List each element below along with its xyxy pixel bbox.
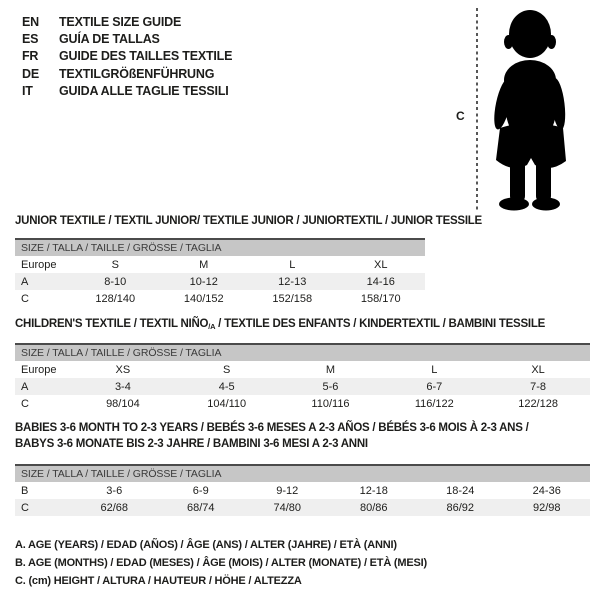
size-cell: 140/152 [183, 292, 224, 305]
size-cell: L [431, 363, 438, 376]
size-cell: 86/92 [446, 501, 475, 514]
children-table-title: CHILDREN'S TEXTILE / TEXTIL NIÑO/A / TEX… [15, 317, 545, 335]
table-row-age: A 3-4 4-5 5-6 6-7 7-8 [15, 378, 590, 395]
row-label: Europe [21, 363, 57, 376]
language-row-it: IT GUIDA ALLE TAGLIE TESSILI [22, 83, 232, 100]
table-row-height: C 98/104 104/110 110/116 116/122 122/128 [15, 395, 590, 412]
language-row-en: EN TEXTILE SIZE GUIDE [22, 13, 232, 30]
babies-size-table: SIZE / TALLA / TAILLE / GRÖSSE / TAGLIA … [15, 464, 590, 516]
size-cell: 4-5 [218, 380, 235, 393]
size-cell: 68/74 [186, 501, 215, 514]
size-cell: XS [115, 363, 131, 376]
size-cell: 122/128 [518, 397, 558, 410]
size-cell: 74/80 [273, 501, 302, 514]
footnote-age-months: B. AGE (MONTHS) / EDAD (MESES) / ÂGE (MO… [15, 557, 427, 569]
row-label: B [21, 484, 29, 497]
size-cell: 80/86 [359, 501, 388, 514]
size-cell: 110/116 [311, 397, 350, 410]
language-row-fr: FR GUIDE DES TAILLES TEXTILE [22, 48, 232, 65]
size-header-bar: SIZE / TALLA / TAILLE / GRÖSSE / TAGLIA [15, 343, 590, 361]
language-row-de: DE TEXTILGRÖßENFÜHRUNG [22, 65, 232, 82]
size-cell: XL [374, 258, 388, 271]
language-label: TEXTILGRÖßENFÜHRUNG [59, 66, 215, 81]
size-cell: 18-24 [446, 484, 475, 497]
size-cell: 3-4 [114, 380, 131, 393]
language-code: IT [22, 84, 33, 99]
table-row-height: C 128/140 140/152 152/158 158/170 [15, 290, 425, 307]
children-title-suffix: / TEXTILE DES ENFANTS / KINDERTEXTIL / B… [215, 318, 546, 330]
size-header-bar: SIZE / TALLA / TAILLE / GRÖSSE / TAGLIA [15, 464, 590, 482]
babies-title-line2: BABYS 3-6 MONATE BIS 2-3 JAHRE / BAMBINI… [15, 437, 368, 450]
children-size-table: SIZE / TALLA / TAILLE / GRÖSSE / TAGLIA … [15, 343, 590, 412]
size-cell: 98/104 [106, 397, 140, 410]
size-cell: 158/170 [360, 292, 401, 305]
row-label: Europe [21, 258, 57, 271]
language-code: ES [22, 32, 39, 47]
language-header: EN TEXTILE SIZE GUIDE ES GUÍA DE TALLAS … [22, 13, 232, 100]
table-row-height: C 62/68 68/74 74/80 80/86 86/92 92/98 [15, 499, 590, 516]
row-label: A [21, 275, 29, 288]
children-title-prefix: CHILDREN'S TEXTILE / TEXTIL NIÑO [15, 318, 209, 330]
size-cell: 152/158 [272, 292, 313, 305]
junior-table-title: JUNIOR TEXTILE / TEXTIL JUNIOR/ TEXTILE … [15, 215, 482, 227]
size-cell: M [325, 363, 336, 376]
height-measure-line [476, 8, 478, 212]
size-cell: 116/122 [414, 397, 454, 410]
table-row-europe: Europe S M L XL [15, 256, 425, 273]
footnote-height: C. (cm) HEIGHT / ALTURA / HAUTEUR / HÖHE… [15, 575, 302, 587]
baby-silhouette-icon [494, 10, 566, 211]
language-label: GUÍA DE TALLAS [59, 32, 160, 47]
babies-table-title: BABIES 3-6 MONTH TO 2-3 YEARS / BEBÉS 3-… [15, 421, 529, 452]
row-label: C [21, 501, 29, 514]
size-cell: 6-9 [192, 484, 209, 497]
footnote-age-years: A. AGE (YEARS) / EDAD (AÑOS) / ÂGE (ANS)… [15, 539, 397, 551]
size-cell: 3-6 [106, 484, 123, 497]
language-label: GUIDA ALLE TAGLIE TESSILI [59, 84, 229, 99]
junior-size-table: SIZE / TALLA / TAILLE / GRÖSSE / TAGLIA … [15, 238, 425, 307]
language-code: EN [22, 14, 39, 29]
size-cell: 8-10 [104, 275, 127, 288]
language-code: DE [22, 66, 39, 81]
size-cell: 5-6 [322, 380, 339, 393]
size-header-bar: SIZE / TALLA / TAILLE / GRÖSSE / TAGLIA [15, 238, 425, 256]
size-cell: 12-13 [278, 275, 307, 288]
table-row-months: B 3-6 6-9 9-12 12-18 18-24 24-36 [15, 482, 590, 499]
row-label: A [21, 380, 29, 393]
language-label: TEXTILE SIZE GUIDE [59, 14, 182, 29]
row-label: C [21, 292, 29, 305]
size-cell: 24-36 [532, 484, 561, 497]
size-cell: S [223, 363, 231, 376]
size-cell: 128/140 [95, 292, 136, 305]
size-cell: L [289, 258, 296, 271]
size-cell: 9-12 [276, 484, 299, 497]
size-cell: XL [531, 363, 545, 376]
children-title-subscript: /A [208, 322, 216, 331]
row-label: C [21, 397, 29, 410]
size-cell: 10-12 [189, 275, 218, 288]
size-cell: M [199, 258, 209, 271]
size-cell: 62/68 [100, 501, 129, 514]
babies-title-line1: BABIES 3-6 MONTH TO 2-3 YEARS / BEBÉS 3-… [15, 422, 529, 434]
size-cell: 6-7 [426, 380, 443, 393]
size-cell: S [111, 258, 119, 271]
size-cell: 14-16 [366, 275, 395, 288]
language-code: FR [22, 49, 39, 64]
table-row-age: A 8-10 10-12 12-13 14-16 [15, 273, 425, 290]
height-measure-label: C [456, 109, 465, 123]
size-cell: 104/110 [207, 397, 247, 410]
language-label: GUIDE DES TAILLES TEXTILE [59, 49, 233, 64]
size-cell: 7-8 [530, 380, 547, 393]
language-row-es: ES GUÍA DE TALLAS [22, 30, 232, 47]
size-cell: 92/98 [532, 501, 561, 514]
size-cell: 12-18 [359, 484, 388, 497]
table-row-europe: Europe XS S M L XL [15, 361, 590, 378]
